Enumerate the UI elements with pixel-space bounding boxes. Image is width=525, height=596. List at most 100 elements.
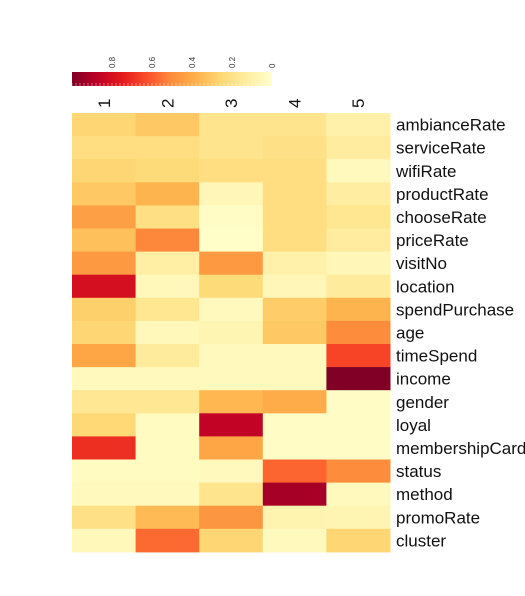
row-label: promoRate bbox=[396, 508, 480, 527]
heatmap-cell bbox=[72, 367, 137, 391]
legend-tick-label: 0 bbox=[268, 63, 277, 68]
row-label: method bbox=[396, 485, 453, 504]
row-label: chooseRate bbox=[396, 208, 487, 227]
heatmap-cell bbox=[326, 482, 391, 507]
heatmap-cell bbox=[326, 113, 391, 137]
heatmap-cell bbox=[326, 459, 391, 484]
row-label: loyal bbox=[396, 416, 431, 435]
heatmap-cell bbox=[326, 182, 391, 206]
legend-tick-label: 0.2 bbox=[228, 56, 237, 68]
heatmap-cell bbox=[135, 344, 200, 368]
heatmap-cell bbox=[199, 528, 264, 553]
heatmap-cell bbox=[326, 436, 391, 460]
heatmap-cell bbox=[72, 344, 137, 368]
heatmap-cell bbox=[72, 113, 137, 137]
heatmap-cell bbox=[135, 390, 200, 414]
heatmap-cells bbox=[72, 113, 391, 553]
heatmap-cell bbox=[72, 320, 137, 345]
column-label: 1 bbox=[95, 99, 114, 108]
heatmap-cell bbox=[135, 228, 200, 253]
heatmap-cell bbox=[199, 320, 264, 345]
heatmap-cell bbox=[199, 159, 264, 183]
heatmap-cell bbox=[326, 136, 391, 160]
row-label: visitNo bbox=[396, 254, 447, 273]
heatmap-cell bbox=[135, 274, 200, 299]
heatmap-cell bbox=[199, 436, 264, 460]
row-label: age bbox=[396, 323, 424, 342]
row-label: timeSpend bbox=[396, 347, 477, 366]
heatmap-cell bbox=[199, 136, 264, 160]
heatmap-cell bbox=[326, 413, 391, 437]
heatmap-cell bbox=[262, 228, 327, 253]
heatmap-cell bbox=[135, 205, 200, 229]
heatmap-cell bbox=[72, 390, 137, 414]
legend-tick-label: 0.8 bbox=[108, 56, 117, 68]
heatmap-cell bbox=[262, 390, 327, 414]
heatmap-cell bbox=[262, 505, 327, 530]
heatmap-cell bbox=[135, 505, 200, 530]
heatmap-cell bbox=[72, 459, 137, 484]
row-label: status bbox=[396, 462, 441, 481]
row-label: ambianceRate bbox=[396, 116, 506, 135]
row-label: spendPurchase bbox=[396, 300, 514, 319]
heatmap-cell bbox=[326, 297, 391, 322]
column-label: 2 bbox=[158, 99, 177, 108]
heatmap-cell bbox=[199, 274, 264, 299]
heatmap-cell bbox=[199, 205, 264, 229]
heatmap-cell bbox=[72, 413, 137, 437]
column-label: 4 bbox=[286, 99, 305, 108]
heatmap-cell bbox=[135, 113, 200, 137]
heatmap-cell bbox=[72, 274, 137, 299]
heatmap-cell bbox=[262, 367, 327, 391]
heatmap-cell bbox=[135, 482, 200, 507]
color-legend: 0.8 0.6 0.4 0.2 0 bbox=[71, 56, 277, 86]
row-label: cluster bbox=[396, 531, 446, 550]
legend-color-bar bbox=[72, 72, 272, 86]
heatmap-cell bbox=[262, 528, 327, 553]
heatmap-cell bbox=[135, 367, 200, 391]
heatmap-cell bbox=[135, 459, 200, 484]
heatmap-cell bbox=[326, 367, 391, 391]
heatmap-cell bbox=[326, 274, 391, 299]
heatmap-cell bbox=[72, 182, 137, 206]
heatmap-cell bbox=[262, 159, 327, 183]
heatmap-cell bbox=[262, 251, 327, 276]
heatmap-cell bbox=[199, 297, 264, 322]
heatmap-cell bbox=[199, 459, 264, 484]
heatmap-cell bbox=[135, 136, 200, 160]
heatmap-cell bbox=[326, 390, 391, 414]
heatmap-cell bbox=[199, 228, 264, 253]
heatmap-cell bbox=[326, 528, 391, 553]
heatmap-cell bbox=[326, 159, 391, 183]
heatmap-cell bbox=[262, 344, 327, 368]
heatmap-cell bbox=[262, 274, 327, 299]
heatmap-cell bbox=[135, 320, 200, 345]
heatmap-cell bbox=[262, 413, 327, 437]
heatmap-cell bbox=[72, 228, 137, 253]
heatmap-cell bbox=[135, 182, 200, 206]
heatmap-cell bbox=[199, 344, 264, 368]
heatmap-cell bbox=[326, 320, 391, 345]
row-label: location bbox=[396, 277, 455, 296]
heatmap-cell bbox=[72, 436, 137, 460]
heatmap-cell bbox=[262, 482, 327, 507]
heatmap-cell bbox=[72, 136, 137, 160]
heatmap-cell bbox=[135, 159, 200, 183]
heatmap-cell bbox=[199, 505, 264, 530]
heatmap-cell bbox=[262, 205, 327, 229]
column-label: 5 bbox=[349, 99, 368, 108]
heatmap-cell bbox=[199, 182, 264, 206]
heatmap-cell bbox=[326, 505, 391, 530]
heatmap-cell bbox=[72, 528, 137, 553]
row-label: serviceRate bbox=[396, 139, 486, 158]
heatmap-cell bbox=[199, 482, 264, 507]
heatmap-cell bbox=[262, 297, 327, 322]
heatmap-cell bbox=[199, 367, 264, 391]
heatmap-cell bbox=[72, 505, 137, 530]
heatmap-cell bbox=[326, 251, 391, 276]
row-label: productRate bbox=[396, 185, 489, 204]
row-label: membershipCard bbox=[396, 439, 525, 458]
column-labels: 1 2 3 4 5 bbox=[95, 99, 368, 108]
heatmap-cell bbox=[262, 436, 327, 460]
